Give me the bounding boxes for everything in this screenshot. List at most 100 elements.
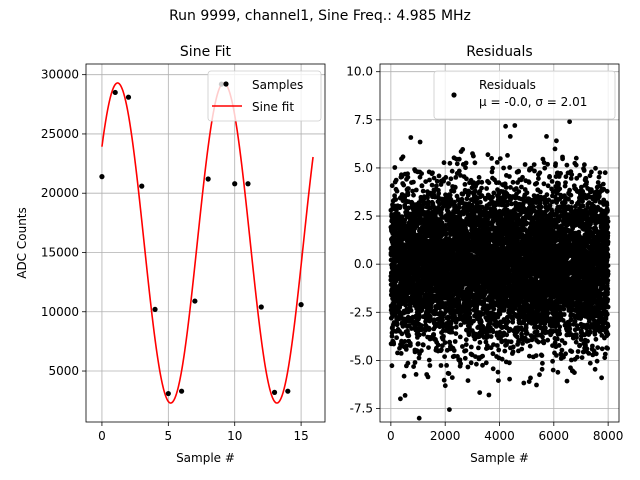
residual-point xyxy=(502,348,508,354)
residual-point xyxy=(451,348,457,353)
residual-point xyxy=(447,160,453,166)
y-tick-label: -5.0 xyxy=(350,353,373,367)
residual-point xyxy=(442,383,448,389)
residual-point xyxy=(454,161,460,167)
residual-point xyxy=(510,349,516,355)
residual-points xyxy=(388,119,611,421)
axes-title: Residuals xyxy=(466,44,532,60)
residual-point xyxy=(446,371,452,376)
residual-point xyxy=(447,407,452,412)
residual-point xyxy=(449,325,455,331)
residual-point xyxy=(456,168,462,174)
residual-point xyxy=(408,308,414,313)
residual-point xyxy=(453,331,459,336)
x-tick-label: 4000 xyxy=(484,429,515,443)
residual-point xyxy=(389,363,395,369)
residual-point xyxy=(505,202,510,208)
residual-point xyxy=(434,178,440,184)
y-tick-label: 10000 xyxy=(41,305,79,319)
sample-point xyxy=(258,304,264,310)
residual-point xyxy=(406,333,412,339)
residual-point xyxy=(463,337,469,343)
residual-point xyxy=(441,160,447,166)
residual-point xyxy=(436,173,442,179)
residual-point xyxy=(391,341,397,347)
residual-point xyxy=(507,174,512,179)
figure-suptitle: Run 9999, channel1, Sine Freq.: 4.985 MH… xyxy=(169,8,471,24)
residual-point xyxy=(446,181,451,186)
residual-point xyxy=(411,179,416,185)
residual-point xyxy=(404,343,409,349)
residual-point xyxy=(444,363,449,368)
residual-point xyxy=(496,378,501,383)
residual-point xyxy=(395,350,400,356)
residual-point xyxy=(476,345,481,351)
residual-point xyxy=(480,353,485,359)
residual-point xyxy=(426,357,432,363)
residual-point xyxy=(447,339,452,345)
residual-point xyxy=(427,177,432,183)
sample-point xyxy=(125,94,132,100)
legend-label-fit: Sine fit xyxy=(252,100,294,114)
residual-point xyxy=(417,139,423,145)
residual-point xyxy=(479,179,485,185)
residual-point xyxy=(402,339,408,344)
residual-point xyxy=(411,364,416,369)
residual-point xyxy=(394,188,400,194)
residual-point xyxy=(463,342,469,347)
y-tick-label: 10.0 xyxy=(346,65,373,79)
sample-point xyxy=(165,390,171,397)
residual-point xyxy=(408,135,414,140)
x-axis-label: Sample # xyxy=(176,451,235,465)
residual-point xyxy=(507,376,512,382)
residual-point xyxy=(434,183,439,189)
residual-point xyxy=(472,160,478,166)
residual-point xyxy=(394,322,400,328)
residual-point xyxy=(419,183,425,189)
residual-point xyxy=(395,211,401,217)
residual-point xyxy=(505,319,511,324)
residual-point xyxy=(456,156,462,162)
residual-point xyxy=(400,154,406,160)
x-tick-label: 10 xyxy=(227,429,242,443)
residual-point xyxy=(463,160,469,166)
residual-point xyxy=(483,360,489,366)
residual-point xyxy=(476,175,482,180)
residual-point xyxy=(479,185,484,191)
residual-point xyxy=(442,354,447,359)
residual-point xyxy=(485,152,491,158)
residual-point xyxy=(496,347,502,353)
x-tick-label: 0 xyxy=(387,429,395,443)
axes-title: Sine Fit xyxy=(180,44,232,60)
residual-point xyxy=(516,189,522,195)
residual-point xyxy=(471,318,476,324)
residual-point xyxy=(462,182,468,187)
y-tick-label: 25000 xyxy=(41,127,79,141)
residual-point xyxy=(505,153,510,158)
sample-point xyxy=(245,181,251,187)
residual-point xyxy=(486,392,492,398)
residual-point xyxy=(504,332,510,338)
residual-point xyxy=(398,314,404,320)
residual-point xyxy=(457,334,463,340)
legend-label-samples: Samples xyxy=(252,78,303,92)
residual-point xyxy=(413,372,419,377)
residual-point xyxy=(495,369,501,375)
x-tick-label: 8000 xyxy=(593,429,624,443)
residual-point xyxy=(497,156,503,162)
residual-point xyxy=(399,331,405,337)
sample-point xyxy=(112,89,118,96)
residual-point xyxy=(419,171,424,177)
residual-point xyxy=(453,324,459,330)
y-tick-label: 0.0 xyxy=(354,257,373,271)
residual-point xyxy=(466,332,472,338)
residual-point xyxy=(408,343,413,348)
y-tick-label: 30000 xyxy=(41,68,79,82)
sample-point xyxy=(298,302,304,308)
residual-point xyxy=(447,192,453,198)
y-tick-label: 15000 xyxy=(41,245,79,259)
residual-point xyxy=(465,364,471,370)
residual-point xyxy=(452,185,458,190)
residual-point xyxy=(452,339,458,344)
residual-point xyxy=(436,191,442,196)
